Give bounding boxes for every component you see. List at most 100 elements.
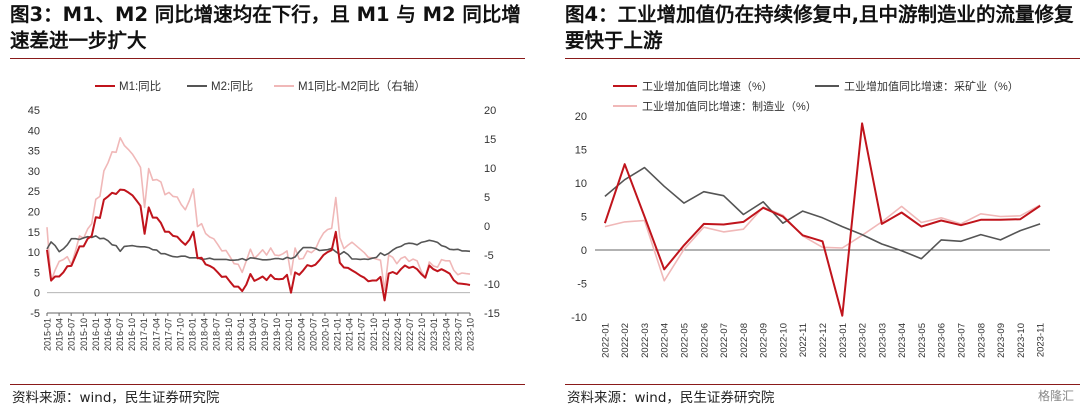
x-tick-label: 2016-04 bbox=[103, 318, 113, 351]
x-tick-label: 2023-04 bbox=[441, 318, 451, 351]
x-tick-label: 2023-10 bbox=[466, 318, 476, 351]
x-tick-label: 2020-10 bbox=[320, 318, 330, 351]
x-tick-label: 2018-10 bbox=[224, 318, 234, 351]
source-note: 资料来源：wind，民生证券研究院 bbox=[567, 390, 775, 406]
m1-m2-chart: -5 0 5 10 15 20 25 30 35 40 45 -15 -10 -5 0 5 10 15 20 2015… bbox=[28, 79, 500, 351]
x-tick-label: 2023-07 bbox=[453, 318, 463, 351]
x-tick-label: 2015-10 bbox=[79, 318, 89, 351]
x-tick-label: 2023-06 bbox=[937, 323, 948, 358]
x-tick-label: 2023-09 bbox=[996, 323, 1007, 358]
x-tick-label: 2016-07 bbox=[115, 318, 125, 351]
legend-label: M1:同比 bbox=[119, 80, 161, 93]
y-tick-label-left: -5 bbox=[30, 308, 40, 320]
x-tick-label: 2021-01 bbox=[333, 318, 343, 351]
x-tick-label: 2022-05 bbox=[680, 323, 691, 358]
x-tick-label: 2023-02 bbox=[858, 323, 869, 358]
x-tick-label: 2022-01 bbox=[600, 323, 611, 358]
title-rule bbox=[10, 58, 525, 59]
y-tick-label: 20 bbox=[575, 111, 587, 123]
series-line bbox=[603, 122, 1041, 317]
y-tick-label-left: 0 bbox=[34, 288, 40, 300]
x-tick-label: 2022-09 bbox=[759, 323, 770, 358]
series-line bbox=[46, 137, 471, 292]
x-tick-label: 2023-03 bbox=[877, 323, 888, 358]
x-tick-label: 2016-10 bbox=[127, 318, 137, 351]
x-tick-label: 2020-04 bbox=[296, 318, 306, 351]
x-tick-label: 2015-04 bbox=[55, 318, 65, 351]
x-tick-label: 2019-10 bbox=[272, 318, 282, 351]
x-tick-label: 2021-04 bbox=[345, 318, 355, 351]
x-tick-label: 2022-11 bbox=[798, 323, 809, 357]
legend-label: 工业增加值同比增速：采矿业（%） bbox=[844, 79, 1019, 93]
y-tick-label-left: 45 bbox=[28, 105, 40, 117]
x-tick-label: 2017-10 bbox=[175, 318, 185, 351]
x-tick-label: 2022-10 bbox=[417, 318, 427, 351]
y-tick-label-left: 35 bbox=[28, 146, 40, 158]
x-tick-label: 2022-10 bbox=[778, 323, 789, 358]
x-tick-label: 2020-01 bbox=[284, 318, 294, 351]
series-line bbox=[46, 188, 471, 302]
x-tick-label: 2018-07 bbox=[212, 318, 222, 351]
x-tick-label: 2023-04 bbox=[897, 323, 908, 358]
x-tick-label: 2021-10 bbox=[369, 318, 379, 351]
x-tick-label: 2023-08 bbox=[976, 323, 987, 358]
x-tick-label: 2015-01 bbox=[43, 318, 53, 351]
y-tick-label: 5 bbox=[581, 212, 587, 224]
x-tick-label: 2021-07 bbox=[357, 318, 367, 351]
series-line bbox=[604, 166, 1041, 260]
x-tick-label: 2017-07 bbox=[163, 318, 173, 351]
x-tick-label: 2020-07 bbox=[308, 318, 318, 351]
x-tick-label: 2022-06 bbox=[699, 323, 710, 358]
y-tick-label: 10 bbox=[575, 178, 587, 190]
y-tick-label-left: 10 bbox=[28, 247, 40, 259]
y-tick-label-right: -10 bbox=[484, 279, 500, 291]
x-tick-label: 2015-07 bbox=[67, 318, 77, 351]
source-note: 资料来源：wind，民生证券研究院 bbox=[12, 390, 220, 406]
x-tick-label: 2018-04 bbox=[200, 318, 210, 351]
y-tick-label-right: -15 bbox=[484, 308, 500, 320]
industrial-output-chart: -10 -5 0 5 10 15 20 2022-01 2022-02 2022-03 2022-0… bbox=[571, 79, 1050, 358]
x-tick-label: 2022-03 bbox=[640, 323, 651, 358]
x-tick-label: 2022-07 bbox=[719, 323, 730, 358]
legend-label: M1同比-M2同比（右轴） bbox=[298, 79, 426, 93]
x-tick-label: 2018-01 bbox=[188, 318, 198, 351]
watermark-logo: 格隆汇 bbox=[1037, 389, 1074, 403]
legend-label: 工业增加值同比增速（%） bbox=[642, 79, 773, 93]
legend-label: M2:同比 bbox=[211, 80, 253, 93]
x-tick-label: 2022-04 bbox=[393, 318, 403, 351]
y-tick-label-right: 0 bbox=[484, 221, 490, 233]
y-tick-label-right: 15 bbox=[484, 134, 496, 146]
figure-title: 图3：M1、M2 同比增速均在下行，且 M1 与 M2 同比增速差进一步扩大 bbox=[10, 3, 521, 52]
y-tick-label-right: 20 bbox=[484, 105, 496, 117]
y-tick-label-right: 5 bbox=[484, 192, 490, 204]
x-tick-label: 2019-04 bbox=[248, 318, 258, 351]
x-tick-label: 2019-07 bbox=[260, 318, 270, 351]
x-tick-label: 2023-01 bbox=[429, 318, 439, 351]
x-tick-label: 2022-01 bbox=[381, 318, 391, 351]
y-tick-label: -5 bbox=[577, 279, 587, 291]
x-tick-label: 2022-02 bbox=[620, 323, 631, 358]
x-tick-label: 2022-08 bbox=[739, 323, 750, 358]
x-tick-label: 2023-07 bbox=[956, 323, 967, 358]
left-figure-panel: 图3：M1、M2 同比增速均在下行，且 M1 与 M2 同比增速差进一步扩大 -… bbox=[0, 0, 525, 406]
source-rule bbox=[565, 384, 1080, 385]
x-tick-label: 2023-10 bbox=[1016, 323, 1027, 358]
x-tick-label: 2016-01 bbox=[91, 318, 101, 351]
series-line bbox=[604, 204, 1041, 282]
y-tick-label-right: 10 bbox=[484, 163, 496, 175]
x-tick-label: 2017-01 bbox=[139, 318, 149, 351]
source-rule bbox=[10, 384, 525, 385]
y-tick-label-left: 25 bbox=[28, 186, 40, 198]
x-tick-label: 2019-01 bbox=[236, 318, 246, 351]
y-tick-label: 15 bbox=[575, 145, 587, 157]
series-line bbox=[46, 235, 471, 262]
x-tick-label: 2022-04 bbox=[660, 323, 671, 358]
y-tick-label-left: 40 bbox=[28, 125, 40, 137]
figure-title: 图4：工业增加值仍在持续修复中,且中游制造业的流量修复要快于上游 bbox=[565, 3, 1074, 52]
y-tick-label: -10 bbox=[571, 312, 587, 324]
y-tick-label: 0 bbox=[581, 245, 587, 257]
right-figure-panel: 图4：工业增加值仍在持续修复中,且中游制造业的流量修复要快于上游 -10 -5 0 5… bbox=[555, 0, 1080, 406]
legend-label: 工业增加值同比增速：制造业（%） bbox=[642, 99, 817, 113]
x-tick-label: 2022-12 bbox=[818, 323, 829, 358]
x-tick-label: 2023-05 bbox=[917, 323, 928, 358]
